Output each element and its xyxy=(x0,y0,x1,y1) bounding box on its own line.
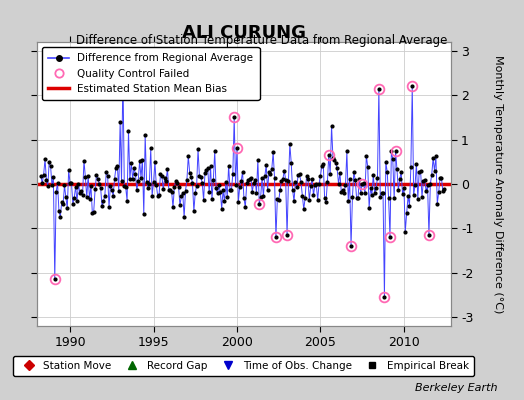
Text: Difference of Station Temperature Data from Regional Average: Difference of Station Temperature Data f… xyxy=(77,34,447,47)
Legend: Station Move, Record Gap, Time of Obs. Change, Empirical Break: Station Move, Record Gap, Time of Obs. C… xyxy=(13,356,474,376)
Y-axis label: Monthly Temperature Anomaly Difference (°C): Monthly Temperature Anomaly Difference (… xyxy=(493,55,503,313)
Text: Berkeley Earth: Berkeley Earth xyxy=(416,383,498,393)
Title: ALI CURUNG: ALI CURUNG xyxy=(182,24,305,42)
